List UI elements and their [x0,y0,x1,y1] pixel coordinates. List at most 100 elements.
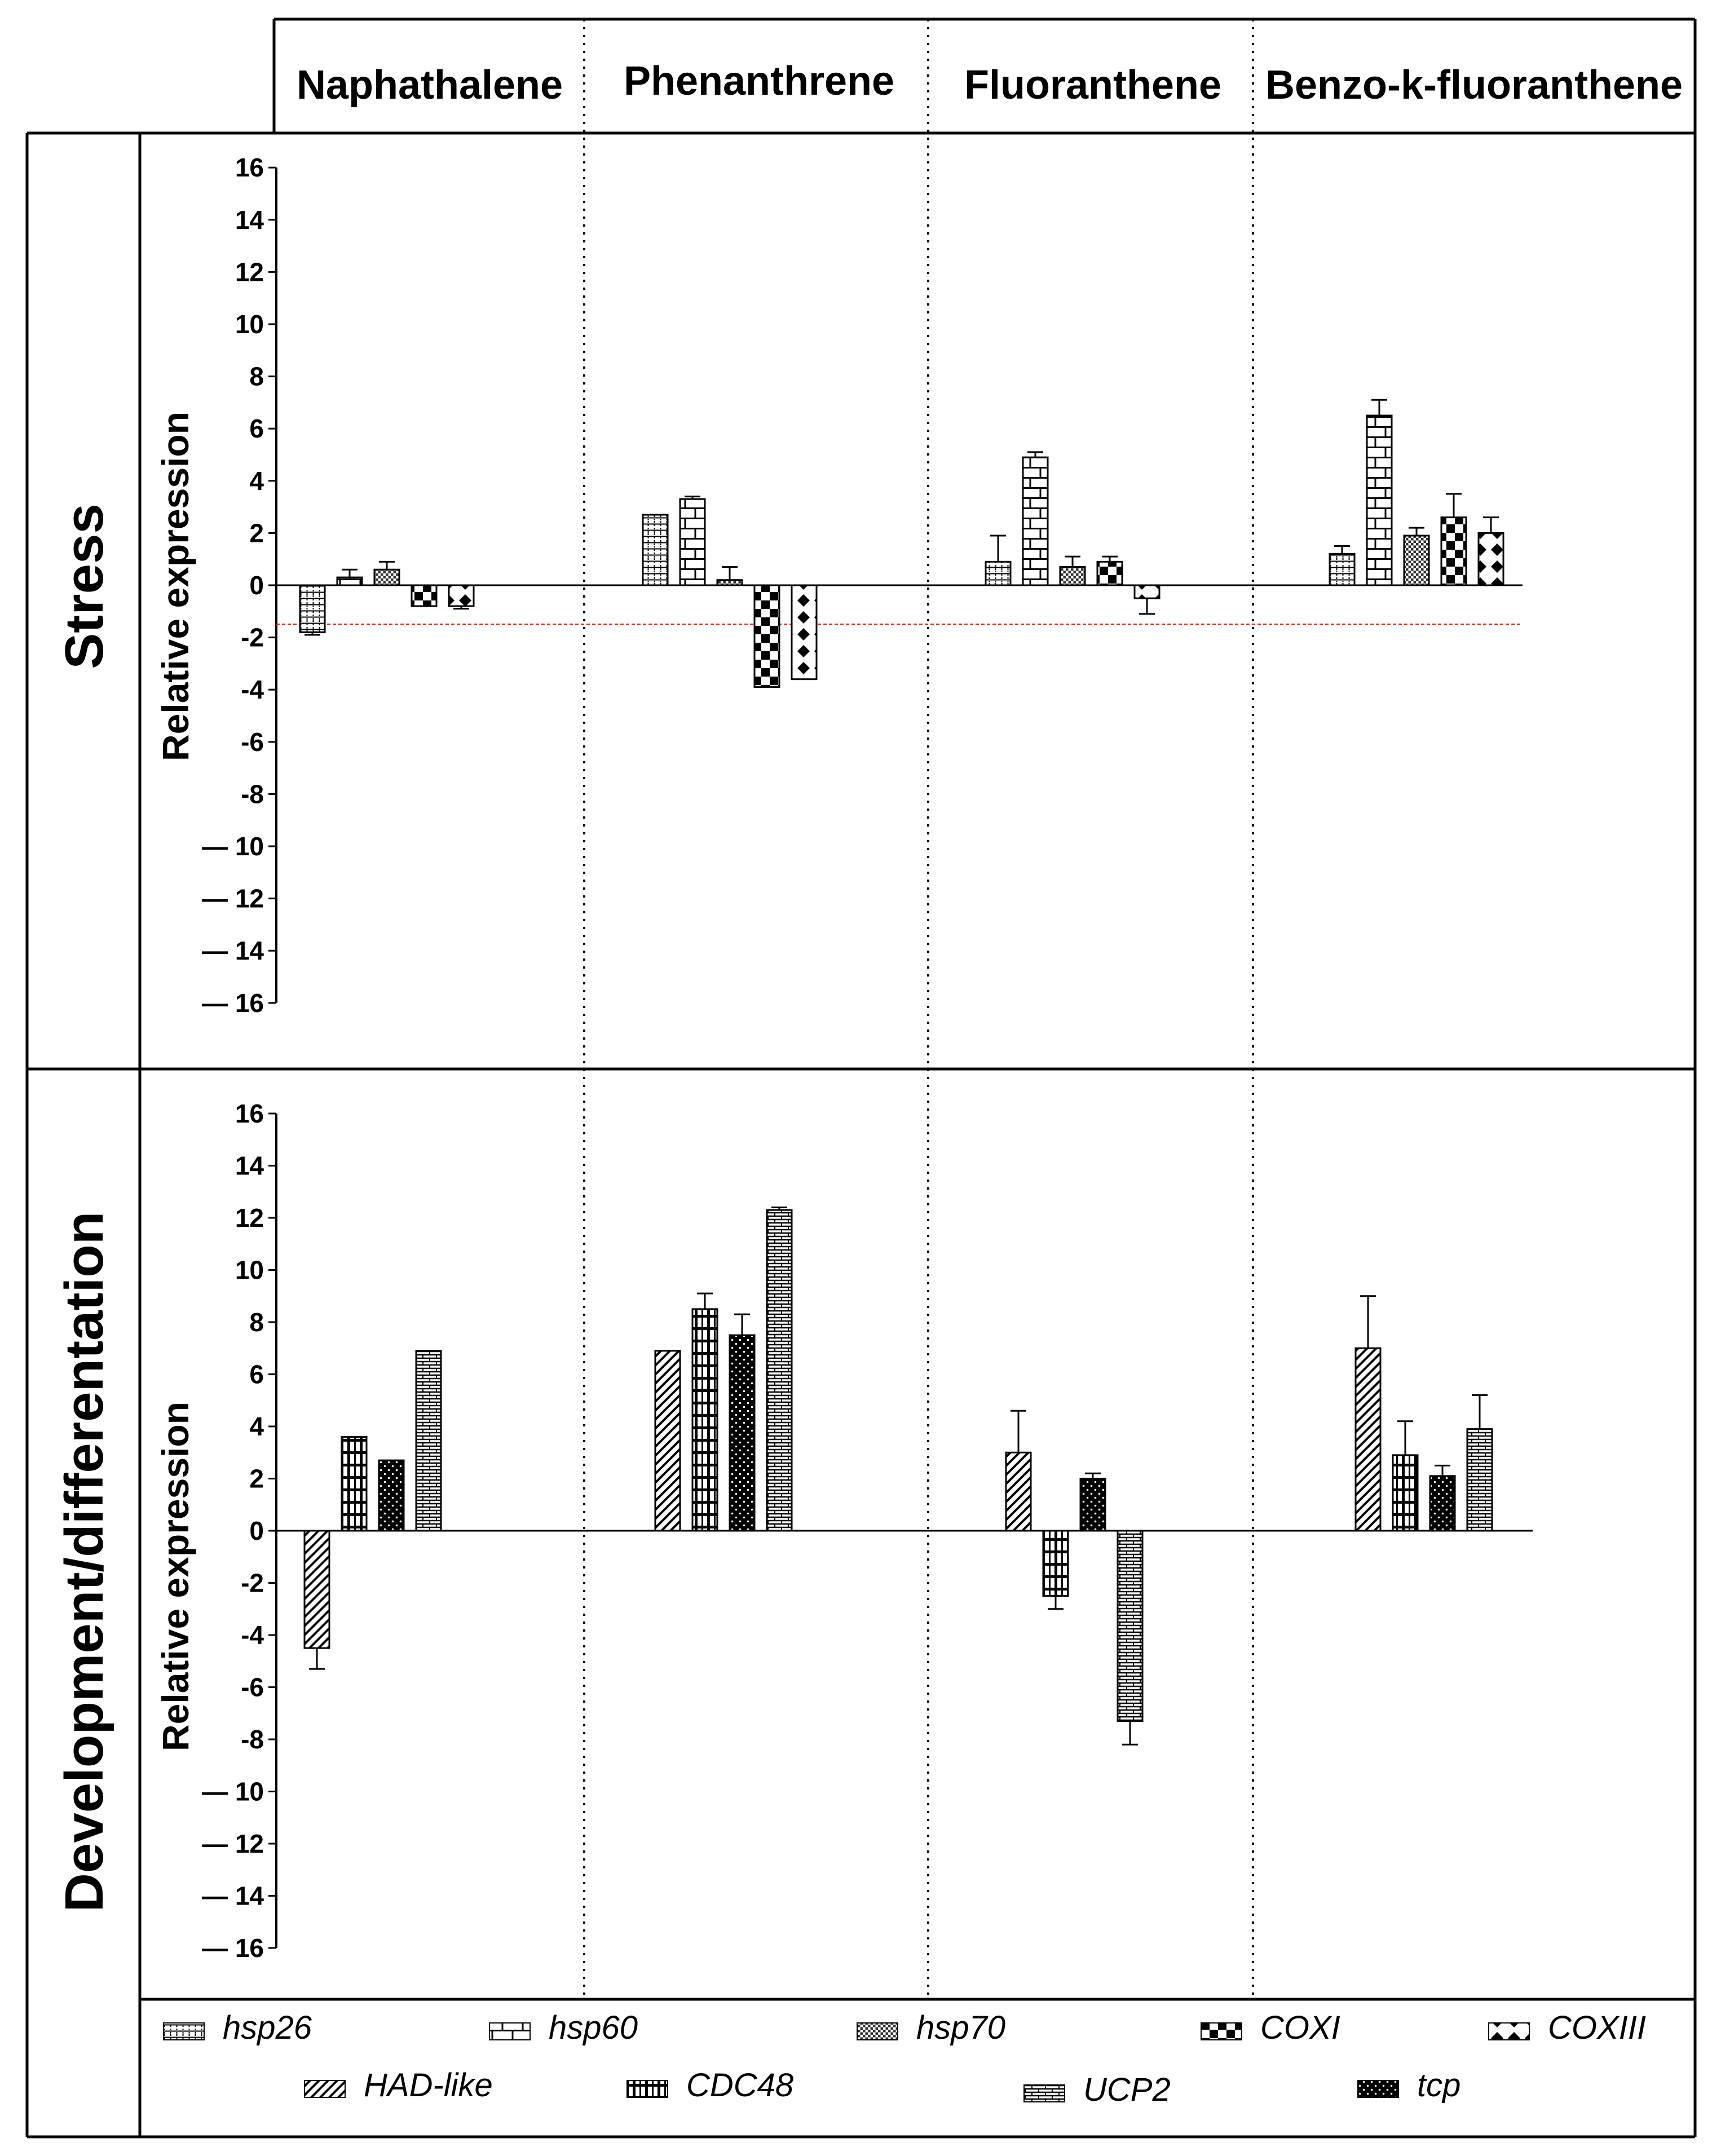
y-tick-label: 8 [249,362,264,391]
y-tick-label: 4 [249,1412,264,1441]
y-tick-label: 12 [235,1203,264,1232]
legend-swatch-ucp2 [1023,2084,1065,2102]
table-frame [25,17,1697,2139]
bar-had-like-fluoranthene [1005,1451,1032,1532]
bar-coxiii-phenanthrene [791,584,818,681]
legend-label-tcp: tcp [1417,2067,1461,2104]
bar-had-like-phenanthrene [654,1350,681,1532]
bar-hsp70-benzo-k-fluoranthene [1403,534,1430,586]
bar-hsp70-fluoranthene [1059,566,1086,586]
y-tick-label: -6 [241,727,264,757]
bar-hsp70-naphathalene [373,568,400,586]
bar-had-like-naphathalene [303,1530,330,1649]
y-tick-label: 6 [249,414,264,443]
row-label-stress: Stress [54,503,114,669]
bar-tcp-benzo-k-fluoranthene [1429,1475,1456,1532]
development-chart: 16 14 12 10 8 6 4 2 0 -2 -4 -6 -8 — 10 — 12 — 14 — 16 [202,1099,1533,1963]
bar-hsp60-fluoranthene [1022,456,1049,586]
y-tick-label: 10 [235,310,264,339]
y-tick-label: 2 [249,518,264,547]
bar-hsp26-naphathalene [299,584,326,633]
bar-hsp26-benzo-k-fluoranthene [1329,553,1356,586]
legend-swatch-cdc48 [626,2080,668,2098]
legend-label-hsp26: hsp26 [223,2009,312,2046]
y-tick-label: — 16 [202,1933,264,1963]
y-tick-label: — 12 [202,1829,264,1858]
y-tick-label: 16 [235,1099,264,1128]
bar-cdc48-benzo-k-fluoranthene [1392,1454,1419,1532]
legend-label-coxiii: COXIII [1548,2009,1646,2046]
y-tick-label: -6 [241,1673,264,1702]
legend-label-ucp2: UCP2 [1083,2071,1171,2108]
y-tick-label: — 14 [202,1881,264,1911]
bar-ucp2-fluoranthene [1117,1530,1144,1722]
legend-swatch-coxiii [1488,2022,1530,2040]
legend-swatch-hsp70 [857,2022,898,2040]
bar-coxi-fluoranthene [1096,560,1123,586]
header-benzo-k-fluoranthene: Benzo-k-fluoranthene [1265,63,1683,108]
legend: hsp26 hsp60 hsp70 COXI COXIII HAD-like CDC48 UC… [163,2009,1646,2108]
y-axis-title-stress: Relative expression [155,412,196,761]
header-naphathalene: Naphathalene [297,63,563,108]
bar-tcp-phenanthrene [729,1334,756,1532]
y-tick-label: — 14 [202,936,264,965]
y-tick-label: 4 [249,466,264,496]
y-tick-label: -8 [241,1725,264,1754]
bar-coxi-benzo-k-fluoranthene [1440,516,1467,586]
y-tick-label: — 10 [202,1777,264,1806]
bar-hsp26-phenanthrene [642,514,669,586]
column-separators [583,19,1254,1999]
y-tick-label: -2 [241,623,264,652]
y-tick-label: 14 [235,1151,264,1181]
bar-tcp-fluoranthene [1079,1478,1106,1532]
y-tick-label: -8 [241,779,264,808]
bar-hsp60-phenanthrene [679,498,706,586]
bar-hsp26-fluoranthene [985,560,1012,586]
bar-coxiii-fluoranthene [1133,584,1161,599]
legend-label-coxi: COXI [1260,2009,1340,2046]
bar-coxiii-benzo-k-fluoranthene [1477,532,1504,586]
y-tick-label: -4 [241,1620,264,1650]
legend-swatch-had-like [304,2080,346,2098]
y-axis-title-development: Relative expression [155,1402,196,1751]
header-fluoranthene: Fluoranthene [964,63,1221,108]
legend-label-cdc48: CDC48 [686,2067,793,2104]
legend-swatch-tcp [1357,2080,1399,2098]
legend-label-hsp70: hsp70 [916,2009,1005,2046]
bar-ucp2-benzo-k-fluoranthene [1466,1428,1493,1532]
legend-label-hsp60: hsp60 [549,2009,638,2046]
row-label-development: Development/differentation [54,1212,114,1912]
legend-label-had-like: HAD-like [364,2067,493,2104]
bar-hsp70-phenanthrene [716,579,743,586]
bar-hsp60-benzo-k-fluoranthene [1366,414,1393,586]
y-tick-label: 6 [249,1360,264,1389]
y-tick-label: 8 [249,1307,264,1337]
header-phenanthrene: Phenanthrene [624,59,894,104]
legend-swatch-coxi [1201,2022,1242,2040]
y-tick-label: -4 [241,675,264,704]
bar-ucp2-naphathalene [415,1350,442,1532]
stress-chart: 16 14 12 10 8 6 4 2 0 -2 -4 -6 -8 — 10 — 12 — 14 — 16 [202,153,1523,1018]
bar-ucp2-phenanthrene [766,1209,793,1532]
y-tick-label: 0 [249,571,264,600]
bar-cdc48-naphathalene [341,1436,368,1532]
bar-cdc48-fluoranthene [1042,1530,1069,1597]
y-tick-label: — 12 [202,884,264,913]
y-tick-label: 12 [235,257,264,286]
legend-swatch-hsp26 [163,2022,205,2040]
bar-tcp-naphathalene [378,1459,405,1532]
y-tick-label: 16 [235,153,264,182]
legend-swatch-hsp60 [489,2022,531,2040]
y-tick-label: 2 [249,1464,264,1494]
bar-hsp60-naphathalene [336,576,363,586]
bar-coxi-naphathalene [411,584,438,607]
bar-cdc48-phenanthrene [691,1308,718,1532]
y-tick-label: 10 [235,1256,264,1285]
bar-coxiii-naphathalene [448,584,475,607]
bar-had-like-benzo-k-fluoranthene [1354,1347,1382,1532]
y-tick-label: -2 [241,1569,264,1598]
y-tick-label: — 16 [202,988,264,1018]
y-tick-label: 14 [235,205,264,235]
y-tick-label: — 10 [202,832,264,861]
